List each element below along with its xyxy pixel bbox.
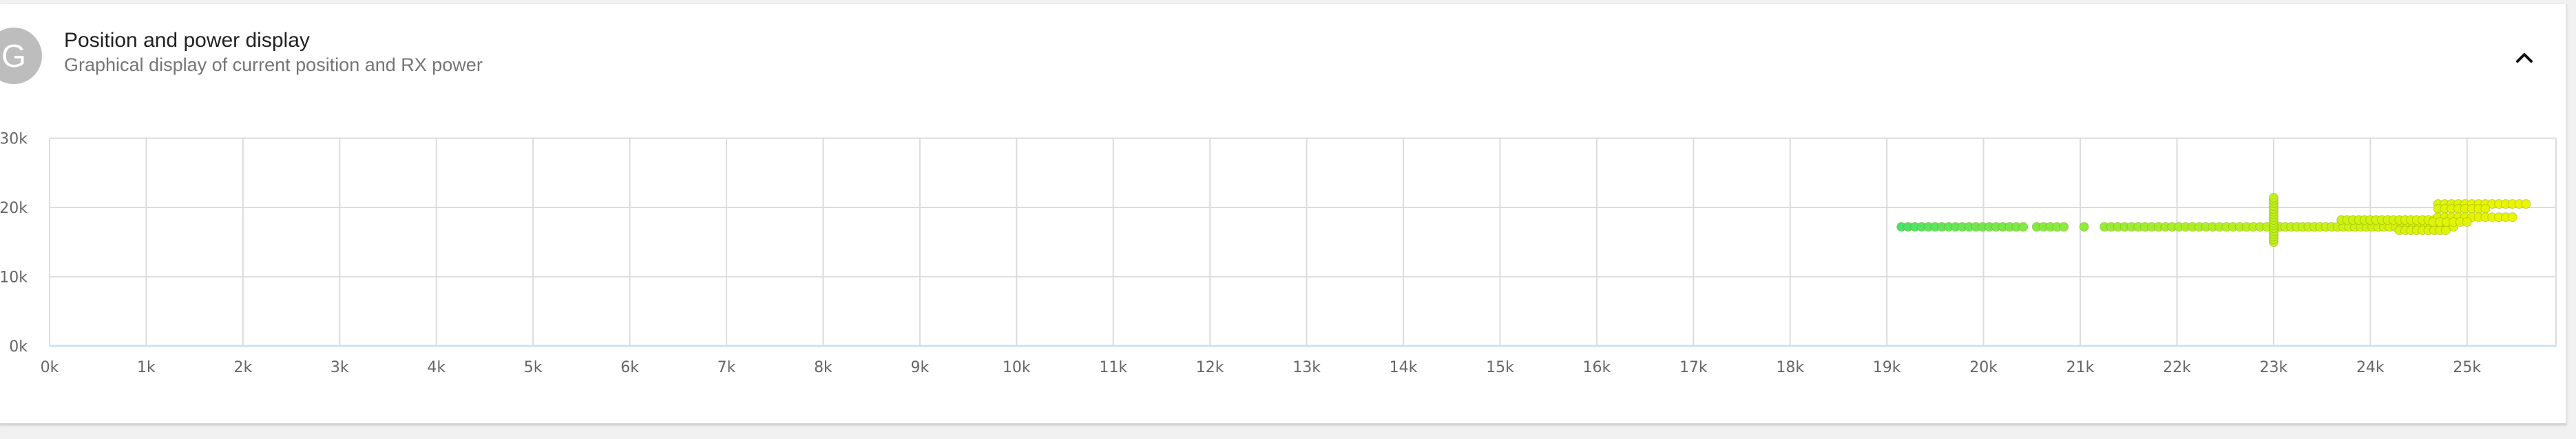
x-tick-label: 16k (1583, 359, 1611, 376)
chart-points (1896, 192, 2531, 247)
x-tick-label: 3k (331, 359, 349, 376)
chart-grid (49, 137, 2557, 347)
y-tick-label: 20k (0, 200, 28, 217)
y-tick-label: 0k (9, 338, 28, 356)
x-tick-label: 21k (2066, 359, 2095, 376)
x-tick-label: 20k (1969, 359, 1998, 376)
chart-axis-labels: 0k 10k 20k 30k 0k 1k 2k 3k 4k 5k 6k 7k 8k 9k 10k 11k 12k… (0, 131, 2481, 377)
x-tick-label: 0k (41, 359, 59, 376)
data-point (2480, 204, 2491, 214)
x-tick-label: 15k (1486, 359, 1514, 376)
data-point (2079, 222, 2089, 232)
data-point (2268, 192, 2279, 203)
x-tick-label: 22k (2163, 359, 2191, 376)
x-tick-label: 18k (1776, 359, 1804, 376)
x-tick-label: 4k (427, 359, 446, 376)
x-tick-label: 25k (2453, 359, 2481, 376)
y-tick-label: 10k (0, 269, 28, 287)
x-tick-label: 6k (620, 359, 639, 376)
panel-subtitle: Graphical display of current position an… (64, 54, 483, 75)
x-tick-label: 9k (910, 359, 929, 376)
y-tick-label: 30k (0, 131, 28, 148)
x-tick-label: 24k (2356, 359, 2385, 376)
data-point (2018, 222, 2029, 232)
x-tick-label: 5k (524, 359, 543, 376)
data-point (2462, 217, 2472, 227)
x-tick-label: 7k (718, 359, 736, 376)
data-point (2059, 222, 2069, 232)
chevron-up-icon (2516, 53, 2533, 63)
data-point (2507, 212, 2517, 223)
x-tick-label: 13k (1292, 359, 1321, 376)
x-tick-label: 10k (1003, 359, 1031, 376)
collapse-button[interactable] (2506, 40, 2542, 76)
x-tick-label: 11k (1099, 359, 1127, 376)
position-power-panel: G Position and power display Graphical d… (0, 4, 2567, 425)
x-tick-label: 2k (233, 359, 252, 376)
x-tick-label: 19k (1873, 359, 1901, 376)
x-tick-label: 23k (2260, 359, 2288, 376)
x-tick-label: 17k (1679, 359, 1708, 376)
data-point (2521, 199, 2531, 209)
data-point (2440, 225, 2451, 236)
x-tick-label: 12k (1196, 359, 1224, 376)
x-tick-label: 8k (814, 359, 833, 376)
panel-title: Position and power display (64, 29, 310, 52)
x-tick-label: 1k (137, 359, 156, 376)
x-tick-label: 14k (1390, 359, 1418, 376)
